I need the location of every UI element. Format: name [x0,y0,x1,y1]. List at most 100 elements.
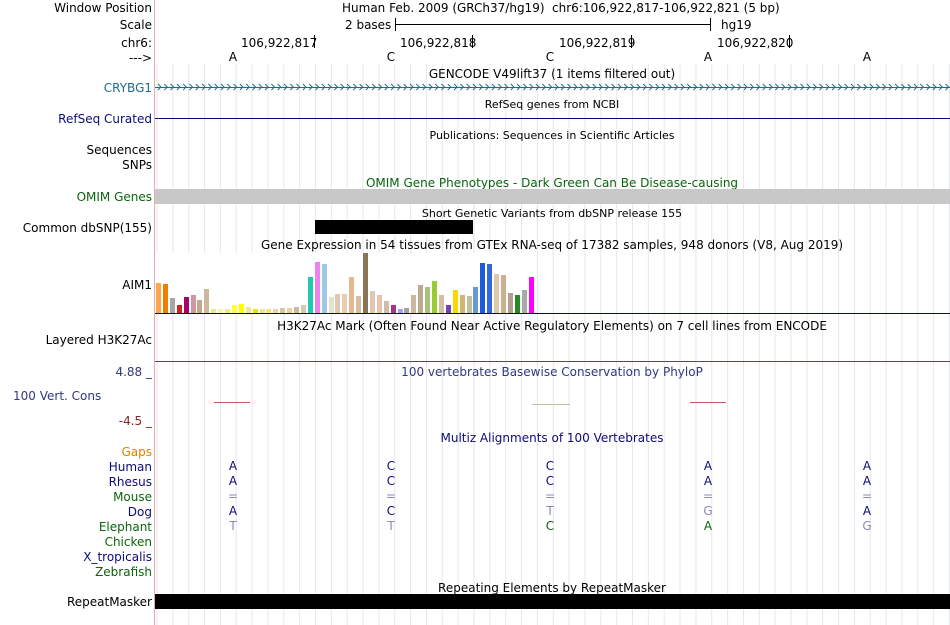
gtex-tissue-bar[interactable] [225,309,230,313]
gtex-tissue-bar[interactable] [411,295,416,313]
gtex-tissue-bar[interactable] [467,296,472,313]
gtex-tissue-bar[interactable] [308,277,313,313]
gtex-tissue-bar[interactable] [197,300,202,313]
chevron-right-icon [573,83,578,91]
gtex-tissue-bar[interactable] [335,294,340,313]
refseq-label[interactable]: RefSeq Curated [58,112,152,126]
gtex-tissue-bar[interactable] [349,277,354,313]
gtex-tissue-bar[interactable] [460,295,465,313]
refseq-gene-feature[interactable] [155,118,950,119]
multiz-species-label[interactable]: Dog [127,505,152,519]
gtex-tissue-bar[interactable] [232,305,237,313]
h3k27ac-track-title[interactable]: H3K27Ac Mark (Often Found Near Active Re… [277,319,827,333]
gtex-tissue-bar[interactable] [260,309,265,313]
multiz-species-label[interactable]: Mouse [113,490,152,504]
gtex-tissue-bar[interactable] [287,308,292,313]
gtex-tissue-bar[interactable] [204,289,209,313]
gtex-tissue-bar[interactable] [184,297,189,313]
gtex-tissue-bar[interactable] [294,307,299,313]
phylop-track-title[interactable]: 100 vertebrates Basewise Conservation by… [401,365,703,379]
gtex-tissue-bar[interactable] [191,295,196,313]
chevron-right-icon [529,83,534,91]
omim-feature-bar[interactable] [155,189,950,204]
gtex-tissue-bar[interactable] [239,304,244,313]
dbsnp-label[interactable]: Common dbSNP(155) [22,221,152,235]
gtex-tissue-bar[interactable] [418,285,423,313]
multiz-species-label[interactable]: X_tropicalis [83,550,152,564]
gtex-tissue-bar[interactable] [356,296,361,313]
gtex-tissue-bar[interactable] [218,309,223,313]
chevron-right-icon [781,83,786,91]
gtex-tissue-bar[interactable] [529,277,534,313]
gtex-tissue-bar[interactable] [515,295,520,313]
refseq-track-title[interactable]: RefSeq genes from NCBI [484,98,620,111]
dbsnp-track-title[interactable]: Short Genetic Variants from dbSNP releas… [421,207,683,220]
gtex-tissue-bar[interactable] [273,309,278,313]
multiz-base: A [703,459,713,473]
multiz-species-label[interactable]: Rhesus [108,475,152,489]
repeatmasker-label[interactable]: RepeatMasker [66,595,152,609]
phylop-label[interactable]: 100 Vert. Cons [13,389,102,403]
publications-snps-label[interactable]: SNPs [122,158,152,172]
multiz-species-label[interactable]: Chicken [104,535,152,549]
multiz-species-label[interactable]: Elephant [98,520,152,534]
h3k27ac-label[interactable]: Layered H3K27Ac [45,333,152,347]
gtex-tissue-bar[interactable] [342,294,347,313]
coord-tick-2 [472,35,473,48]
gtex-tissue-bar[interactable] [439,295,444,313]
gtex-tissue-bar[interactable] [432,281,437,313]
gtex-gene-label[interactable]: AIM1 [122,278,152,292]
gtex-tissue-bar[interactable] [384,301,389,313]
gtex-tissue-bar[interactable] [473,287,478,313]
gtex-tissue-bar[interactable] [446,305,451,313]
omim-track-title[interactable]: OMIM Gene Phenotypes - Dark Green Can Be… [365,176,739,190]
gtex-tissue-bar[interactable] [398,309,403,313]
dbsnp-variant-feature[interactable] [315,220,473,234]
gtex-tissue-bar[interactable] [370,291,375,313]
gtex-tissue-bar[interactable] [177,305,182,313]
publications-sequences-label[interactable]: Sequences [86,143,152,157]
gtex-tissue-bar[interactable] [494,274,499,313]
gtex-tissue-bar[interactable] [522,290,527,313]
gtex-tissue-bar[interactable] [246,307,251,313]
gtex-tissue-bar[interactable] [501,275,506,313]
gtex-tissue-bar[interactable] [266,309,271,313]
omim-label[interactable]: OMIM Genes [76,190,152,204]
gencode-gene-feature[interactable] [155,80,950,94]
gtex-tissue-bar[interactable] [391,305,396,313]
publications-track-title[interactable]: Publications: Sequences in Scientific Ar… [429,129,675,142]
gtex-tissue-bar[interactable] [404,308,409,313]
gtex-tissue-bar[interactable] [322,264,327,313]
coord-label-3: 106,922,819 [559,36,636,50]
repeatmasker-feature-bar[interactable] [155,594,950,609]
gtex-tissue-bar[interactable] [453,290,458,313]
multiz-species-label[interactable]: Human [108,460,152,474]
gtex-tissue-bar[interactable] [170,298,175,313]
gtex-tissue-bar[interactable] [211,309,216,313]
gtex-tissue-bar[interactable] [156,283,161,313]
gtex-tissue-bar[interactable] [425,287,430,313]
gtex-tissue-bar[interactable] [329,297,334,313]
gtex-tissue-bar[interactable] [480,263,485,313]
repeatmasker-track-title[interactable]: Repeating Elements by RepeatMasker [438,581,666,595]
multiz-track-title[interactable]: Multiz Alignments of 100 Vertebrates [440,431,664,445]
gtex-tissue-bar[interactable] [280,308,285,313]
gtex-tissue-bar[interactable] [487,264,492,313]
gtex-tissue-bar[interactable] [508,293,513,313]
gencode-track-title[interactable]: GENCODE V49lift37 (1 items filtered out) [428,67,676,81]
gtex-tissue-bar[interactable] [377,295,382,313]
gtex-tissue-bar[interactable] [363,253,368,313]
gtex-track-title[interactable]: Gene Expression in 54 tissues from GTEx … [260,238,844,252]
gtex-tissue-bar[interactable] [301,305,306,313]
gtex-tissue-bar[interactable] [163,284,168,313]
gtex-tissue-bar[interactable] [253,309,258,313]
chevron-right-icon [201,83,206,91]
gencode-gene-label[interactable]: CRYBG1 [103,81,152,95]
chevron-right-icon [447,83,452,91]
multiz-species-label[interactable]: Zebrafish [95,565,152,579]
gtex-tissue-bars[interactable] [156,253,536,313]
gtex-tissue-bar[interactable] [315,262,320,313]
chevron-right-icon [768,83,773,91]
multiz-gaps-label[interactable]: Gaps [121,445,152,459]
